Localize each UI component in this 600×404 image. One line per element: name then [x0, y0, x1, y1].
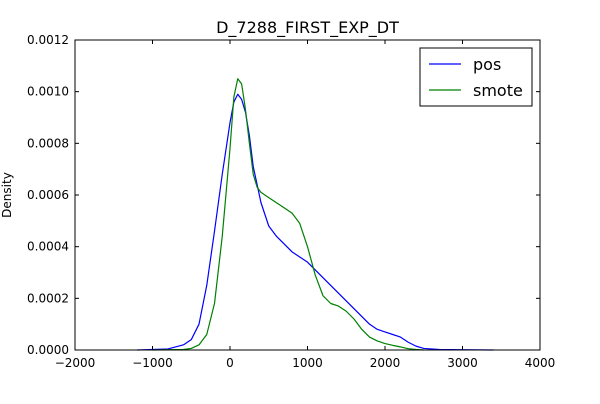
x-tick-label: −1000 — [132, 356, 173, 370]
ticks-layer: −2000 −1000 0 1000 2000 3000 4000 0.0000 0.0002 0… — [27, 33, 555, 370]
legend: pos smote — [419, 47, 533, 107]
y-tick-label: 0.0008 — [27, 136, 69, 150]
legend-label-smote: smote — [473, 81, 523, 100]
series-line-smote — [152, 78, 424, 351]
y-tick-label: 0.0006 — [27, 188, 69, 202]
series-line-pos — [136, 93, 494, 351]
legend-box — [419, 47, 533, 107]
y-tick-label: 0.0002 — [27, 291, 69, 305]
legend-label-pos: pos — [473, 55, 501, 74]
y-tick-label: 0.0012 — [27, 33, 69, 47]
x-tick-label: 1000 — [292, 356, 323, 370]
x-tick-label: −2000 — [55, 356, 96, 370]
x-tick-label: 3000 — [447, 356, 478, 370]
y-tick-label: 0.0000 — [27, 343, 69, 357]
x-tick-label: 4000 — [525, 356, 556, 370]
y-axis-label: Density — [0, 172, 14, 218]
x-tick-label: 0 — [226, 356, 234, 370]
chart-title: D_7288_FIRST_EXP_DT — [216, 18, 399, 38]
y-tick-label: 0.0004 — [27, 240, 69, 254]
x-tick-label: 2000 — [370, 356, 401, 370]
y-tick-label: 0.0010 — [27, 85, 69, 99]
series-layer — [136, 78, 494, 351]
